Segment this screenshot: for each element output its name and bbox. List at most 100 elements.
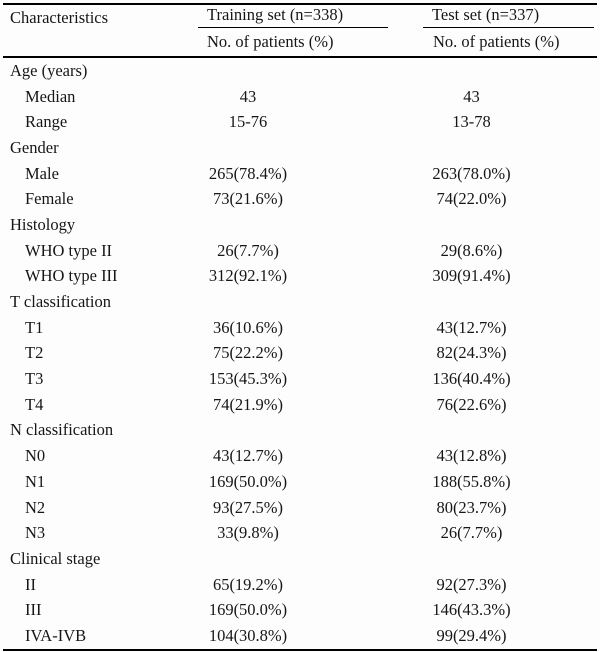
- patient-characteristics-table: Characteristics Training set (n=338) Tes…: [3, 3, 597, 651]
- row-label: N1: [25, 471, 46, 491]
- training-value: 36(10.6%): [212, 317, 284, 337]
- test-value: 136(40.4%): [432, 369, 511, 389]
- test-value: 26(7.7%): [440, 523, 503, 543]
- test-value: 43(12.8%): [436, 446, 507, 466]
- training-value: 43: [239, 86, 257, 106]
- test-value: 76(22.6%): [436, 394, 507, 414]
- test-value: 188(55.8%): [432, 471, 511, 491]
- category-row: N classification: [3, 418, 597, 444]
- training-value: 169(50.0%): [208, 471, 288, 491]
- row-label: IVA-IVB: [25, 625, 87, 645]
- category-row: Gender: [3, 135, 597, 161]
- row-label: T3: [25, 369, 44, 389]
- subheader-test-patients: No. of patients (%): [433, 32, 560, 51]
- test-value: 146(43.3%): [432, 600, 511, 620]
- test-value: 43: [463, 86, 480, 106]
- test-value: 82(24.3%): [436, 343, 507, 363]
- empty-cell: [398, 57, 597, 84]
- training-value: 65(19.2%): [212, 574, 284, 594]
- test-value: 309(91.4%): [432, 266, 511, 286]
- row-label: Male: [25, 163, 59, 183]
- training-value: 93(27.5%): [212, 497, 284, 517]
- empty-cell: [398, 418, 597, 444]
- table-row: Range 15-76 13-78: [3, 109, 597, 135]
- category-label: Gender: [10, 137, 59, 157]
- test-value: 80(23.7%): [436, 497, 507, 517]
- table-header: Characteristics Training set (n=338) Tes…: [3, 4, 597, 57]
- row-label: T1: [25, 317, 44, 337]
- category-label: T classification: [10, 292, 111, 312]
- column-header-training-set: Training set (n=338): [198, 5, 388, 28]
- empty-cell: [398, 546, 597, 572]
- table-row: N0 43(12.7%) 43(12.8%): [3, 443, 597, 469]
- training-value: 74(21.9%): [212, 394, 284, 414]
- empty-cell: [198, 546, 398, 572]
- empty-cell: [398, 289, 597, 315]
- table-row: T4 74(21.9%) 76(22.6%): [3, 392, 597, 418]
- header-row-groups: Characteristics Training set (n=338) Tes…: [3, 4, 597, 28]
- row-label: N3: [25, 523, 46, 543]
- test-value: 43(12.7%): [436, 317, 507, 337]
- test-value: 74(22.0%): [436, 189, 507, 209]
- test-value: 13-78: [452, 112, 491, 132]
- category-row: Age (years): [3, 57, 597, 84]
- category-label: Age (years): [10, 60, 88, 80]
- table-row: T1 36(10.6%) 43(12.7%): [3, 315, 597, 341]
- table-row: II 65(19.2%) 92(27.3%): [3, 572, 597, 598]
- table-row: III 169(50.0%) 146(43.3%): [3, 597, 597, 623]
- column-header-characteristics: Characteristics: [10, 8, 109, 27]
- table-row: Median 43 43: [3, 84, 597, 110]
- table-row: N3 33(9.8%) 26(7.7%): [3, 520, 597, 546]
- empty-cell: [198, 135, 398, 161]
- training-value: 15-76: [228, 112, 268, 132]
- row-label: N2: [25, 497, 46, 517]
- column-header-test-cell: Test set (n=337): [398, 4, 597, 28]
- category-row: T classification: [3, 289, 597, 315]
- column-header-training-cell: Training set (n=338): [198, 4, 398, 28]
- training-value: 312(92.1%): [208, 266, 288, 286]
- category-label: Histology: [10, 214, 76, 234]
- training-value: 73(21.6%): [212, 189, 284, 209]
- training-value: 75(22.2%): [212, 343, 284, 363]
- table-row: Female 73(21.6%) 74(22.0%): [3, 186, 597, 212]
- row-label: T4: [25, 394, 44, 414]
- table-row: T2 75(22.2%) 82(24.3%): [3, 341, 597, 367]
- category-row: Clinical stage: [3, 546, 597, 572]
- row-label: Range: [25, 112, 68, 132]
- empty-cell: [198, 289, 398, 315]
- empty-header-cell: [3, 28, 198, 57]
- subheader-training-patients: No. of patients (%): [207, 32, 334, 51]
- column-header-test-set: Test set (n=337): [423, 5, 594, 28]
- test-value: 29(8.6%): [440, 240, 503, 260]
- row-label: II: [25, 574, 36, 594]
- training-value: 43(12.7%): [212, 446, 284, 466]
- empty-cell: [198, 418, 398, 444]
- category-row: Histology: [3, 212, 597, 238]
- test-value: 92(27.3%): [436, 574, 507, 594]
- empty-cell: [198, 212, 398, 238]
- table-row: T3 153(45.3%) 136(40.4%): [3, 366, 597, 392]
- table-row: WHO type III 312(92.1%) 309(91.4%): [3, 264, 597, 290]
- training-value: 169(50.0%): [208, 600, 288, 620]
- category-label: Clinical stage: [10, 548, 101, 568]
- row-label: Median: [25, 86, 76, 106]
- empty-cell: [398, 135, 597, 161]
- row-label: WHO type III: [25, 266, 118, 286]
- training-value: 26(7.7%): [217, 240, 279, 260]
- row-label: T2: [25, 343, 44, 363]
- row-label: III: [25, 600, 42, 620]
- training-value: 33(9.8%): [217, 523, 279, 543]
- test-value: 263(78.0%): [432, 163, 511, 183]
- table-row: N1 169(50.0%) 188(55.8%): [3, 469, 597, 495]
- empty-cell: [398, 212, 597, 238]
- row-label: N0: [25, 446, 46, 466]
- table-row: Male 265(78.4%) 263(78.0%): [3, 161, 597, 187]
- table-row: IVA-IVB 104(30.8%) 99(29.4%): [3, 623, 597, 650]
- row-label: Female: [25, 189, 74, 209]
- header-row-sub: No. of patients (%) No. of patients (%): [3, 28, 597, 57]
- table-body: Age (years) Median 43 43 Range 15-76 13-78 Gend…: [3, 57, 597, 650]
- training-value: 153(45.3%): [208, 369, 288, 389]
- row-label: WHO type II: [25, 240, 113, 260]
- test-value: 99(29.4%): [436, 625, 507, 645]
